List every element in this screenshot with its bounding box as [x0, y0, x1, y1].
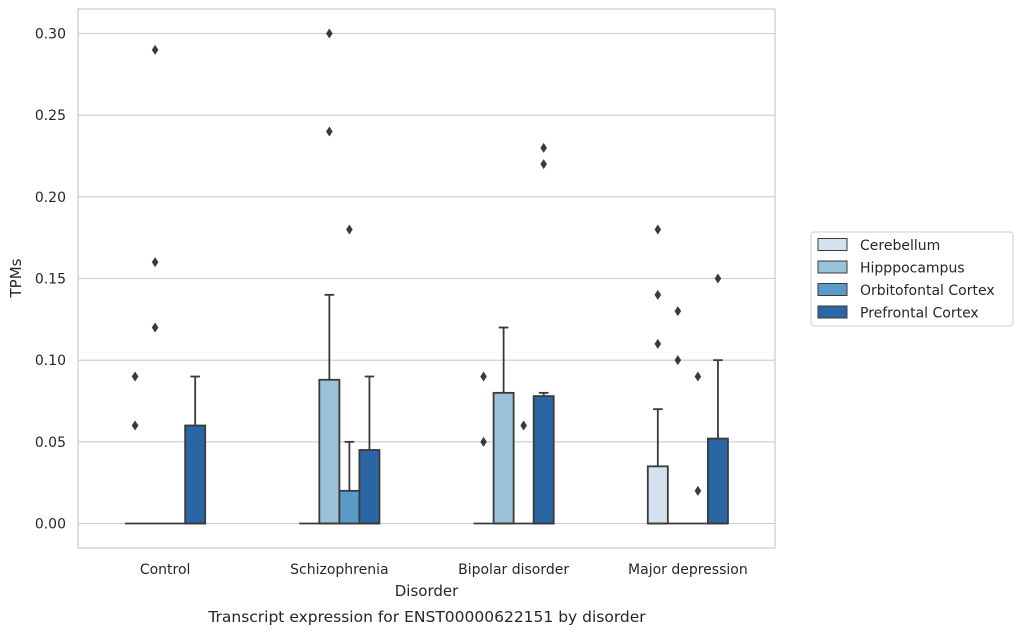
x-tick-label: Major depression — [628, 562, 748, 578]
box-plot-series — [125, 28, 729, 525]
outlier-point — [674, 355, 682, 366]
box-hipppocampus — [318, 28, 341, 525]
box-cerebellum — [125, 371, 146, 525]
y-tick-label: 0.25 — [35, 108, 66, 124]
x-tick-label: Control — [140, 562, 191, 578]
y-axis-label: TPMs — [7, 258, 25, 298]
outlier-point — [694, 371, 702, 382]
legend-entry: Hipppocampus — [860, 261, 965, 277]
outlier-point — [694, 485, 702, 496]
legend-swatch — [817, 238, 848, 251]
outlier-point — [131, 371, 139, 382]
outlier-point — [654, 224, 662, 235]
box-prefrontal-cortex — [358, 375, 381, 525]
legend: Cerebellum Hipppocampus Orbitofontal Corte… — [810, 231, 1014, 327]
y-tick-label: 0.15 — [35, 272, 66, 288]
legend-entry: Prefrontal Cortex — [860, 306, 979, 322]
x-axis-label: Disorder — [395, 582, 459, 600]
box-iqr — [338, 489, 361, 525]
legend-swatch — [817, 260, 848, 274]
outlier-point — [520, 420, 527, 431]
box-hipppocampus — [492, 326, 515, 525]
box-cerebellum — [473, 371, 494, 525]
outlier-point — [480, 436, 487, 447]
box-hipppocampus — [667, 306, 688, 525]
outlier-point — [540, 142, 547, 153]
box-orbitofontal-cortex — [687, 371, 708, 525]
chart-caption: Transcript expression for ENST0000062215… — [207, 608, 646, 626]
y-tick-labels: 0.00 0.05 0.10 0.15 0.20 0.25 0.30 — [35, 27, 66, 533]
y-tick-label: 0.05 — [35, 435, 66, 451]
outlier-point — [540, 159, 547, 170]
box-iqr — [358, 449, 381, 525]
box-prefrontal-cortex — [707, 273, 729, 525]
x-tick-label: Schizophrenia — [290, 562, 388, 578]
plot-area-frame — [77, 8, 776, 549]
box-iqr — [492, 391, 515, 525]
legend-entry: Cerebellum — [860, 238, 940, 254]
y-tick-label: 0.10 — [35, 353, 66, 369]
outlier-point — [480, 371, 487, 382]
box-iqr — [707, 437, 729, 525]
outlier-point — [714, 273, 722, 284]
legend-swatch — [817, 283, 848, 296]
box-iqr — [532, 395, 555, 525]
y-tick-label: 0.20 — [35, 190, 66, 206]
outlier-point — [346, 224, 353, 235]
outlier-point — [131, 420, 139, 431]
outlier-point — [151, 257, 159, 268]
y-tick-label: 0.00 — [35, 517, 66, 533]
x-tick-label: Bipolar disorder — [458, 562, 569, 578]
box-prefrontal-cortex — [532, 142, 555, 525]
outlier-point — [326, 126, 333, 137]
legend-frame — [810, 231, 1014, 327]
box-cerebellum — [646, 224, 669, 525]
box-iqr — [318, 378, 341, 525]
box-prefrontal-cortex — [184, 375, 207, 525]
x-tick-labels: Control Schizophrenia Bipolar disorder Majo… — [140, 562, 748, 578]
box-iqr — [646, 465, 669, 525]
box-hipppocampus — [145, 44, 166, 525]
outlier-point — [151, 44, 159, 55]
outlier-point — [151, 322, 159, 333]
legend-entry: Orbitofontal Cortex — [860, 283, 995, 299]
outlier-point — [654, 289, 662, 300]
outlier-point — [326, 28, 333, 39]
legend-swatch — [817, 305, 848, 319]
box-orbitofontal-cortex — [513, 420, 534, 525]
y-tick-label: 0.30 — [35, 27, 66, 43]
outlier-point — [654, 338, 662, 349]
box-iqr — [184, 424, 207, 525]
outlier-point — [674, 306, 682, 317]
